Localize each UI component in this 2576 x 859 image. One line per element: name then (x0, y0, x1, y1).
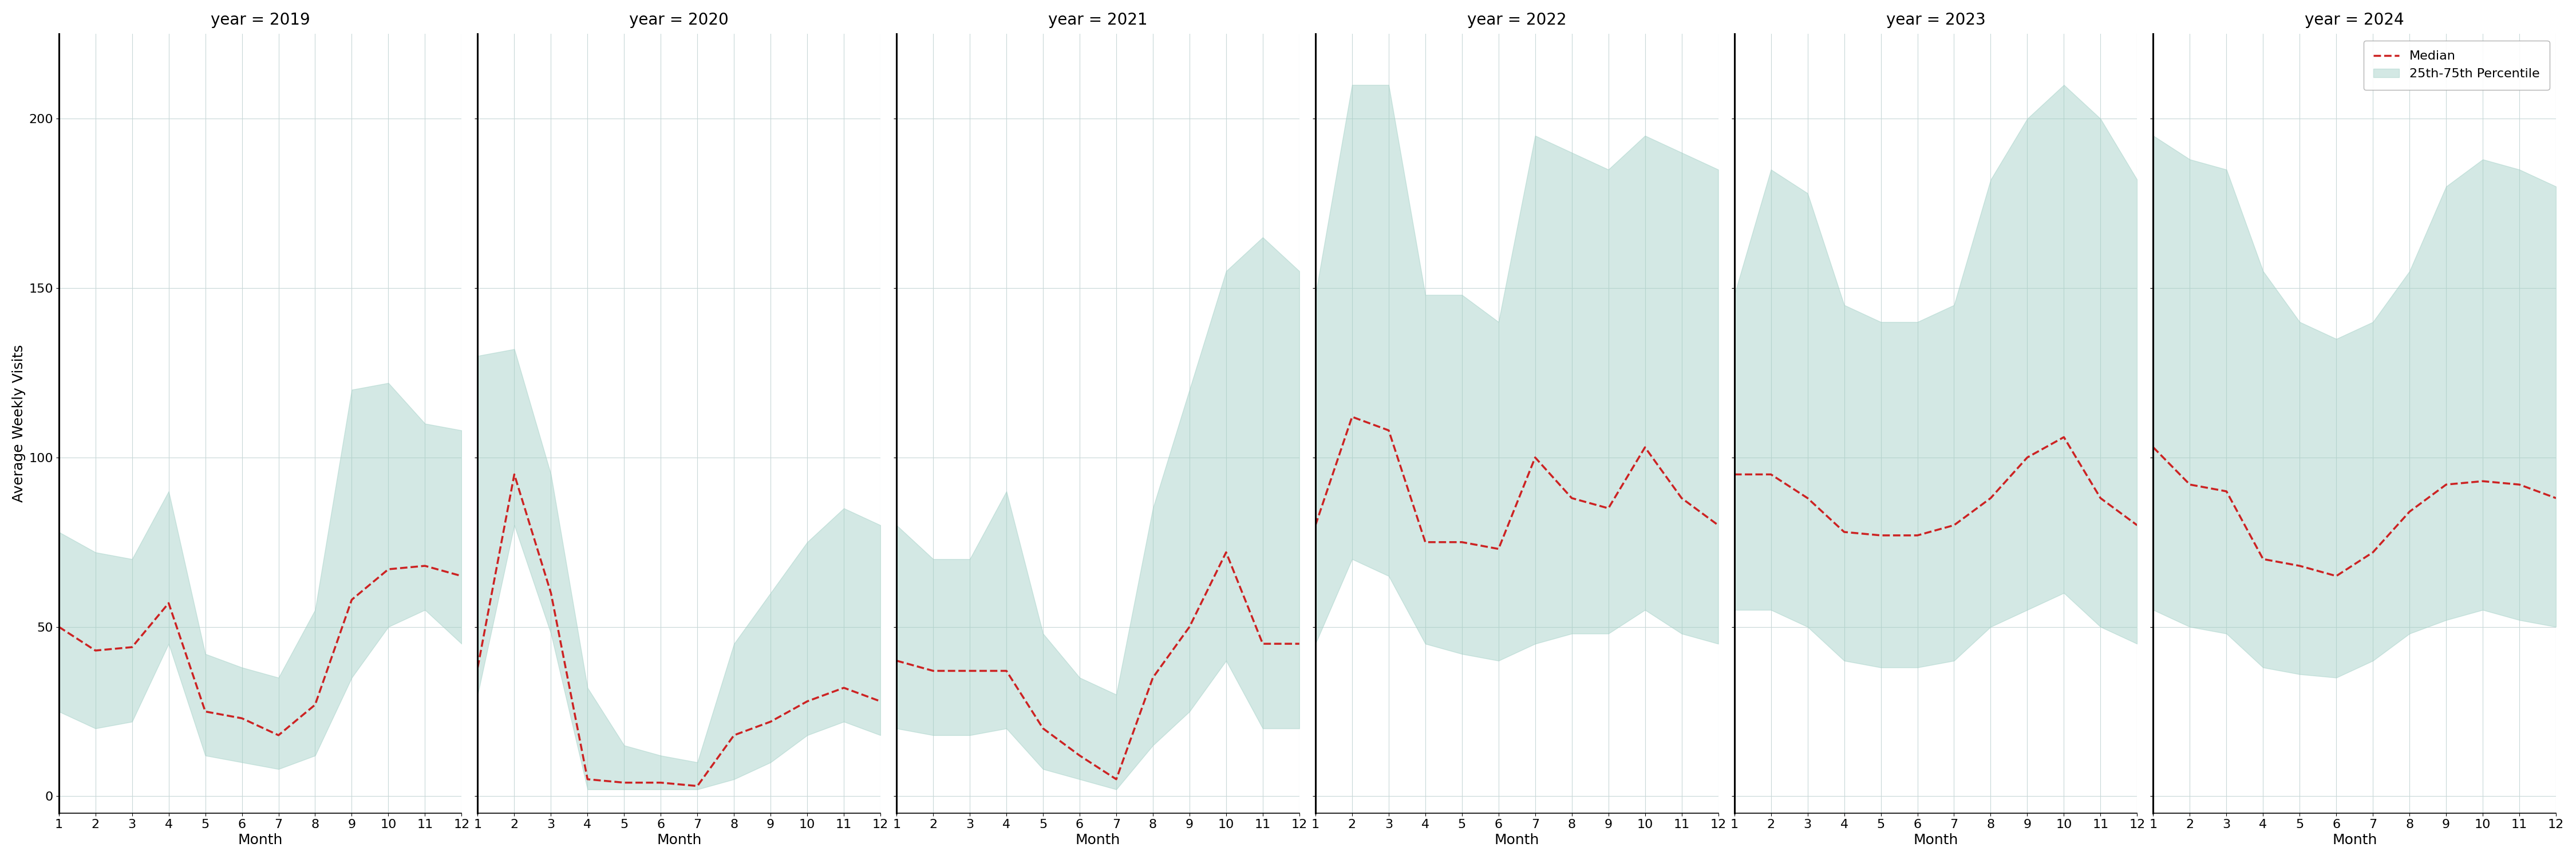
Median (2468, 476, 2499, 486)
X-axis label: Month: Month (237, 833, 283, 847)
Median (683, 781, 714, 791)
Median (1865, 530, 1896, 540)
Median (1556, 493, 1587, 503)
Median (608, 777, 639, 788)
X-axis label: Month: Month (1914, 833, 1958, 847)
Median (2432, 479, 2463, 490)
X-axis label: Month: Month (1077, 833, 1121, 847)
Median (1829, 527, 1860, 537)
Title: year = 2022: year = 2022 (1468, 12, 1566, 28)
Median (2393, 507, 2424, 517)
Median (461, 662, 492, 673)
Median (881, 655, 912, 666)
Median (152, 598, 183, 608)
Median (2357, 547, 2388, 557)
Median (80, 645, 111, 655)
Median (1901, 530, 1932, 540)
Median (1520, 453, 1551, 463)
Median (572, 774, 603, 784)
Median (1448, 537, 1479, 547)
Median (1247, 638, 1278, 649)
Median (2084, 493, 2115, 503)
Median (755, 716, 786, 727)
Median (2012, 453, 2043, 463)
Median (1793, 493, 1824, 503)
Median (374, 564, 404, 575)
Line: Median: Median (477, 474, 881, 786)
Median (1667, 493, 1698, 503)
Median (536, 588, 567, 598)
Line: Median: Median (1734, 437, 2138, 535)
Title: year = 2024: year = 2024 (2306, 12, 2403, 28)
Median (2285, 561, 2316, 571)
Median (44, 622, 75, 632)
Median (116, 642, 147, 652)
Median (2321, 571, 2352, 582)
Median (1283, 638, 1314, 649)
Median (1940, 520, 1971, 530)
Median (2123, 520, 2154, 530)
Median (191, 706, 222, 716)
Median (263, 730, 294, 740)
Median (1631, 442, 1662, 453)
Median (299, 699, 330, 710)
Median (337, 594, 368, 605)
Y-axis label: Average Weekly Visits: Average Weekly Visits (13, 344, 26, 503)
Line: Median: Median (896, 552, 1298, 779)
Median (2210, 486, 2241, 497)
Median (2174, 479, 2205, 490)
Median (446, 571, 477, 582)
Median (719, 730, 750, 740)
Median (2249, 554, 2280, 564)
Median (1064, 751, 1095, 761)
Median (2540, 493, 2571, 503)
Median (1301, 520, 1332, 530)
Median (1028, 723, 1059, 734)
Median (917, 666, 948, 676)
Median (866, 696, 896, 706)
Median (829, 683, 860, 693)
Line: Median: Median (2154, 448, 2555, 576)
Median (2504, 479, 2535, 490)
X-axis label: Month: Month (1494, 833, 1540, 847)
Median (791, 696, 822, 706)
Median (2138, 442, 2169, 453)
Median (500, 469, 531, 479)
Median (1592, 503, 1623, 514)
Line: Median: Median (1316, 417, 1718, 549)
Title: year = 2020: year = 2020 (629, 12, 729, 28)
Median (1703, 520, 1734, 530)
Median (1175, 622, 1206, 632)
Median (647, 777, 677, 788)
Median (953, 666, 984, 676)
Median (1139, 673, 1170, 683)
X-axis label: Month: Month (657, 833, 701, 847)
Median (1754, 469, 1785, 479)
Median (227, 713, 258, 723)
Median (1373, 425, 1404, 436)
Legend: Median, 25th-75th Percentile: Median, 25th-75th Percentile (2362, 40, 2550, 90)
Median (410, 561, 440, 571)
Median (992, 666, 1023, 676)
Title: year = 2021: year = 2021 (1048, 12, 1149, 28)
Median (2048, 432, 2079, 442)
Median (1337, 411, 1368, 422)
Median (1409, 537, 1440, 547)
Median (1100, 774, 1131, 784)
Title: year = 2023: year = 2023 (1886, 12, 1986, 28)
Median (1211, 547, 1242, 557)
Median (1718, 469, 1749, 479)
Title: year = 2019: year = 2019 (211, 12, 309, 28)
X-axis label: Month: Month (2331, 833, 2378, 847)
Line: Median: Median (59, 566, 461, 735)
Median (1484, 544, 1515, 554)
Median (1976, 493, 2007, 503)
